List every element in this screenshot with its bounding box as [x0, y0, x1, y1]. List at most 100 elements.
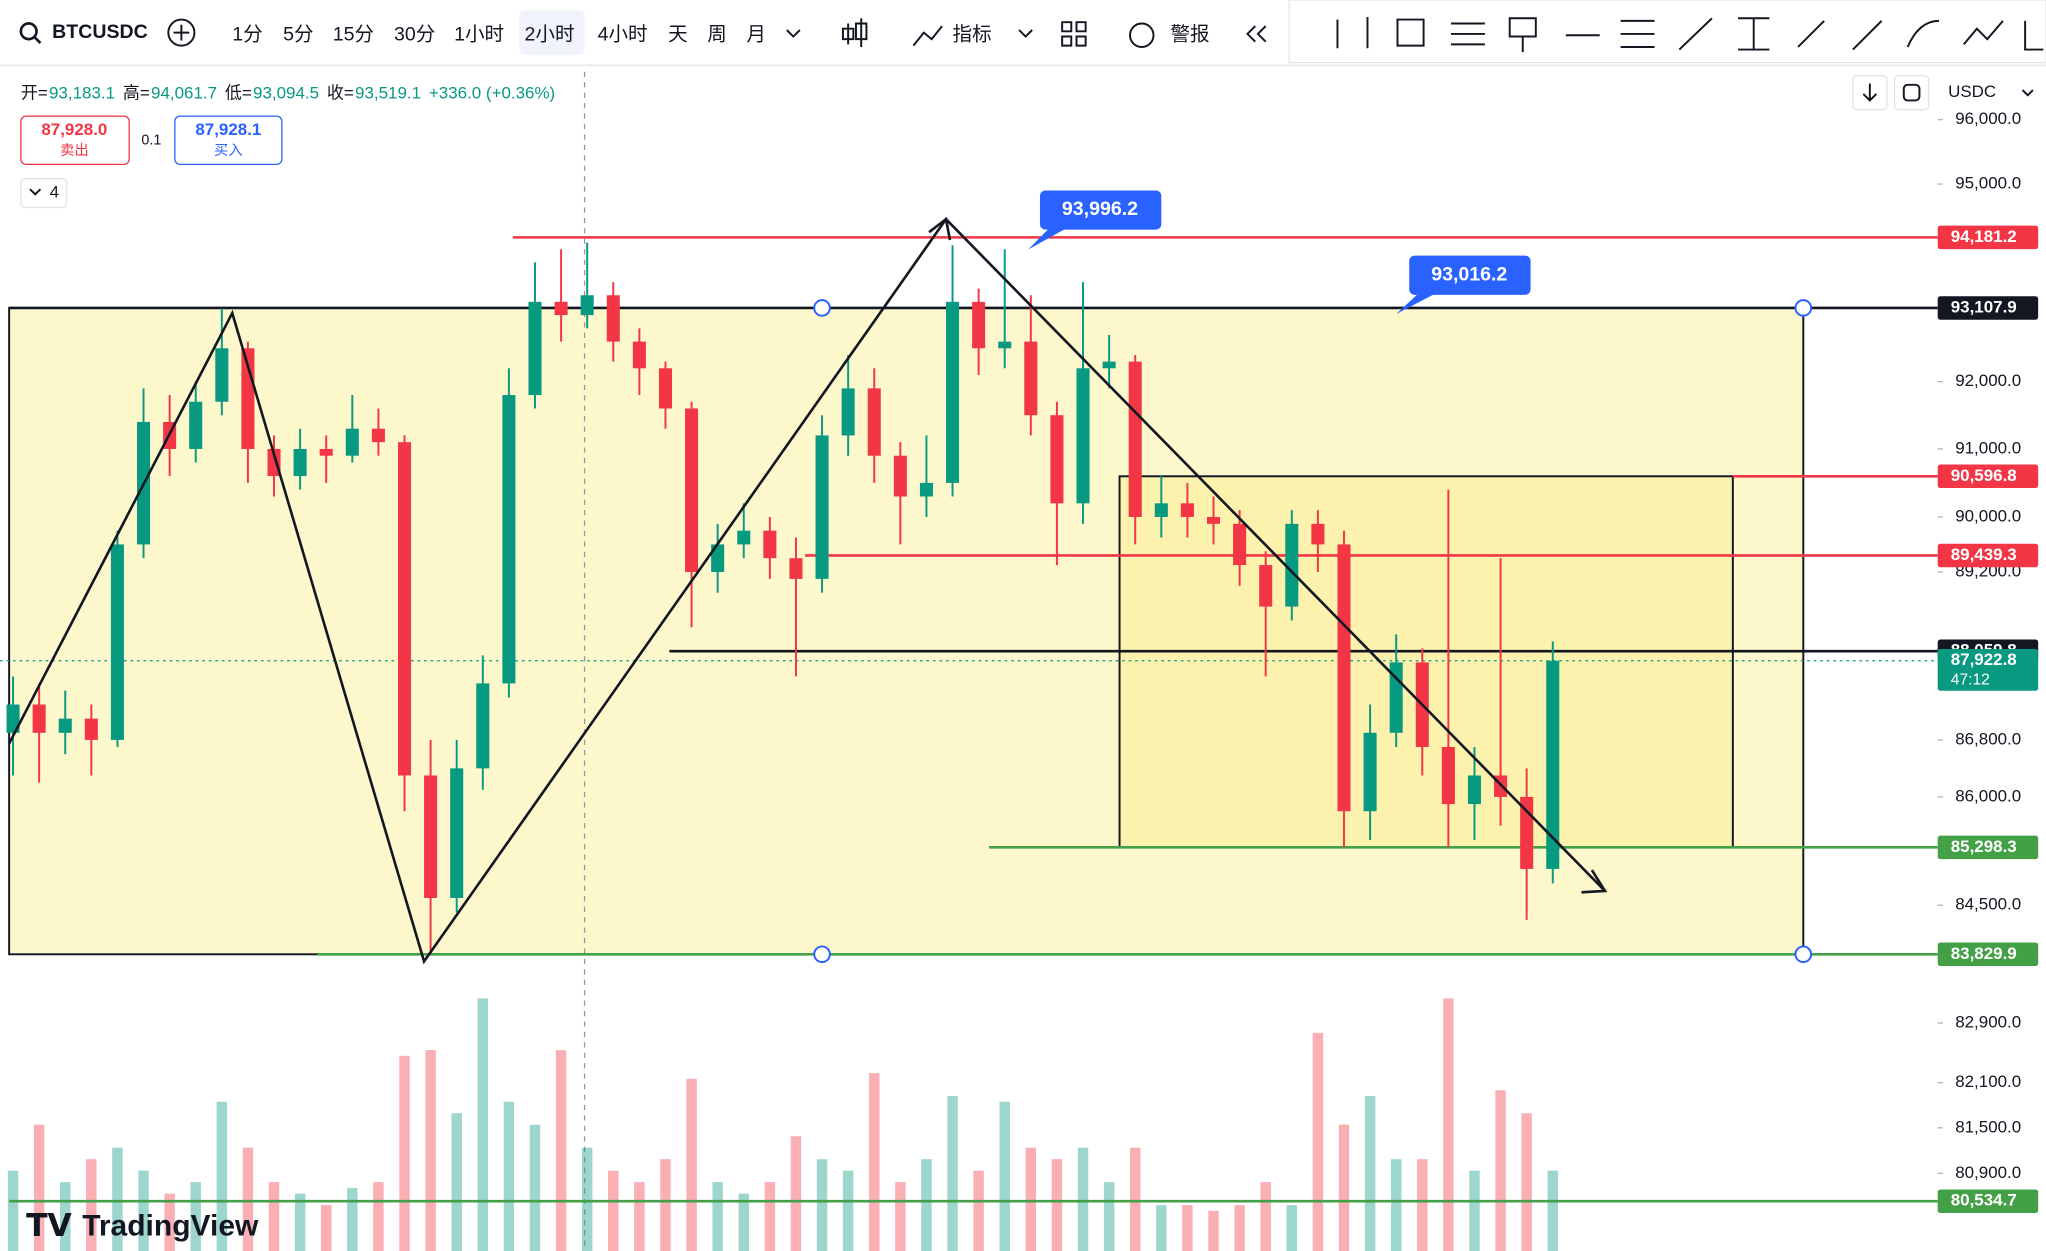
candle-body: [1233, 523, 1247, 566]
volume-bar: [764, 1182, 776, 1251]
interval[interactable]: 1小时: [454, 23, 504, 45]
candle-body: [946, 301, 960, 483]
replay-icon[interactable]: [1246, 25, 1267, 43]
drawing-toolbar: [1288, 0, 2046, 64]
candle-body: [1050, 415, 1064, 504]
price-label: 85,298.3: [1951, 837, 2017, 856]
indicators[interactable]: 指标: [953, 23, 992, 45]
volume-bar: [164, 1193, 175, 1251]
price-label: 89,439.3: [1951, 545, 2017, 564]
volume-bar: [190, 1182, 201, 1251]
volume-bar: [738, 1193, 749, 1251]
candle-body: [371, 428, 385, 443]
volume-bar: [790, 1136, 802, 1251]
drawing-tools[interactable]: [1336, 16, 2044, 53]
candle-body: [1467, 775, 1482, 805]
reset-button[interactable]: [1893, 75, 1930, 111]
volume-bar: [1182, 1205, 1193, 1251]
interval[interactable]: 4小时: [598, 23, 648, 45]
volume-bar: [1286, 1205, 1298, 1251]
volume-bar: [1364, 1096, 1376, 1251]
interval[interactable]: 周: [707, 23, 727, 45]
candle-body: [737, 530, 751, 545]
volume-bar: [268, 1182, 280, 1251]
arrow-head: [928, 216, 952, 241]
interval[interactable]: 15分: [333, 23, 374, 45]
currency: USDC: [1948, 82, 1996, 101]
active-interval: [519, 10, 585, 55]
interval[interactable]: 5分: [283, 23, 313, 45]
volume-bar: [373, 1182, 384, 1251]
volume-bar: [1547, 1170, 1558, 1251]
volume-bar: [1469, 1170, 1480, 1251]
buy-button[interactable]: [174, 115, 283, 166]
volume-bar: [816, 1159, 828, 1251]
interval[interactable]: 1分: [232, 23, 262, 45]
alert[interactable]: 警报: [1170, 23, 1209, 45]
price-label-box: [1937, 296, 2039, 320]
volume-bar: [1521, 1113, 1532, 1251]
price-label: 90,596.8: [1951, 466, 2017, 485]
volume-bar: [138, 1170, 149, 1251]
volume-bar: [529, 1124, 541, 1251]
search-icon[interactable]: [19, 22, 38, 41]
layout-icon[interactable]: [1061, 21, 1087, 47]
candle-body: [554, 301, 568, 316]
candle-body: [84, 718, 98, 740]
interval[interactable]: 月: [746, 23, 766, 45]
y-tick-label: 91,000.0: [1955, 438, 2021, 457]
volume-bar: [686, 1078, 697, 1251]
callout-label: 93,016.2: [1431, 263, 1507, 285]
ohlc-change: +336.0 (+0.36%): [429, 83, 555, 102]
volume-bar: [1129, 1147, 1141, 1251]
interval[interactable]: 30分: [394, 23, 435, 45]
price-label: 83,829.9: [1951, 944, 2017, 963]
dropdown[interactable]: [786, 29, 801, 38]
candle-body: [658, 368, 672, 409]
volume-bar: [1495, 1090, 1506, 1251]
add-symbol[interactable]: [167, 18, 196, 47]
volume-bar: [973, 1170, 984, 1251]
candle-body: [424, 775, 438, 898]
symbol[interactable]: BTCUSDC: [52, 21, 148, 43]
volume-bar: [320, 1205, 332, 1251]
candle-body: [919, 482, 933, 497]
sell-label: 卖出: [60, 142, 89, 159]
volume-bar: [921, 1159, 932, 1251]
volume-bar: [33, 1124, 45, 1251]
ohlc-high: 94,061.7: [151, 83, 217, 102]
reset-icon: [1902, 83, 1921, 102]
candle-body: [606, 295, 620, 342]
ohlc-low-label: 低=: [225, 83, 252, 102]
candle-body: [893, 455, 907, 497]
candle-body: [841, 388, 855, 436]
callout-box: [1409, 255, 1531, 295]
candle-body: [450, 768, 464, 898]
callout-label: 93,996.2: [1062, 198, 1138, 220]
sell-button[interactable]: [20, 115, 130, 166]
volume-bar: [86, 1159, 97, 1251]
volume-bar: [1390, 1159, 1402, 1251]
sell-price: 87,928.0: [41, 120, 107, 139]
alert-icon: [1129, 22, 1155, 48]
chart-type-icon[interactable]: [841, 18, 868, 47]
volume-bar: [1260, 1182, 1271, 1251]
candle-body: [1076, 368, 1090, 504]
volume-bar: [1312, 1032, 1324, 1251]
drawing-handle: [1794, 945, 1813, 964]
volume-bar: [869, 1073, 880, 1251]
price-label: 94,181.2: [1951, 227, 2017, 246]
candle-body: [397, 442, 412, 776]
y-tick-label: 90,000.0: [1955, 506, 2021, 525]
y-tick-label: 80,900.0: [1955, 1163, 2021, 1182]
interval[interactable]: 2小时: [525, 23, 575, 45]
candle-body: [476, 683, 490, 769]
dropdown[interactable]: [1018, 29, 1033, 38]
volume-bar: [1417, 1159, 1428, 1251]
indicator-toggle[interactable]: [20, 178, 68, 209]
volume-bar: [1208, 1210, 1219, 1251]
volume-bar: [999, 1101, 1010, 1251]
interval[interactable]: 天: [668, 23, 688, 45]
y-tick-label: 86,000.0: [1955, 786, 2021, 805]
